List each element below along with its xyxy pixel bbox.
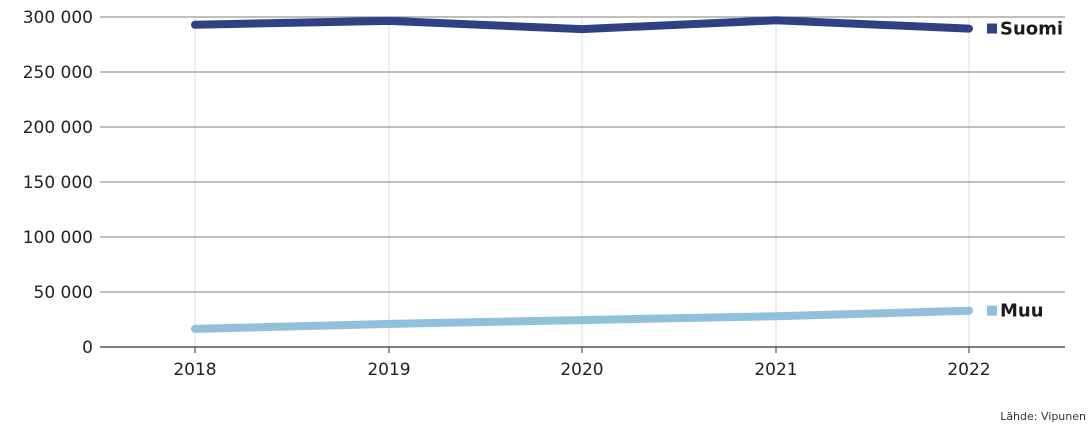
y-tick-label: 300 000	[23, 8, 93, 28]
y-tick-label: 150 000	[23, 173, 93, 193]
legend-swatch-suomi	[987, 23, 997, 34]
x-tick-label: 2019	[367, 360, 410, 380]
series-line-muu	[191, 306, 973, 333]
y-tick-label: 0	[82, 338, 93, 358]
x-tick-label: 2022	[947, 360, 990, 380]
x-tick-label: 2021	[754, 360, 797, 380]
axes: 0 50 000 100 000 150 000 200 000 250 000 300 0…	[23, 8, 1065, 380]
y-tick-label: 250 000	[23, 63, 93, 83]
series	[191, 16, 973, 333]
y-tick-label: 200 000	[23, 118, 93, 138]
grid	[100, 16, 1065, 347]
y-tick-label: 100 000	[23, 228, 93, 248]
legend: Suomi Muu	[987, 19, 1063, 322]
legend-label-suomi: Suomi	[1000, 19, 1063, 40]
x-tick-label: 2020	[560, 360, 603, 380]
y-tick-label: 50 000	[34, 283, 93, 303]
source-note: Lähde: Vipunen	[1000, 410, 1086, 423]
legend-swatch-muu	[987, 305, 997, 316]
x-tick-label: 2018	[173, 360, 216, 380]
series-line-suomi	[191, 16, 973, 34]
legend-label-muu: Muu	[1000, 301, 1044, 322]
